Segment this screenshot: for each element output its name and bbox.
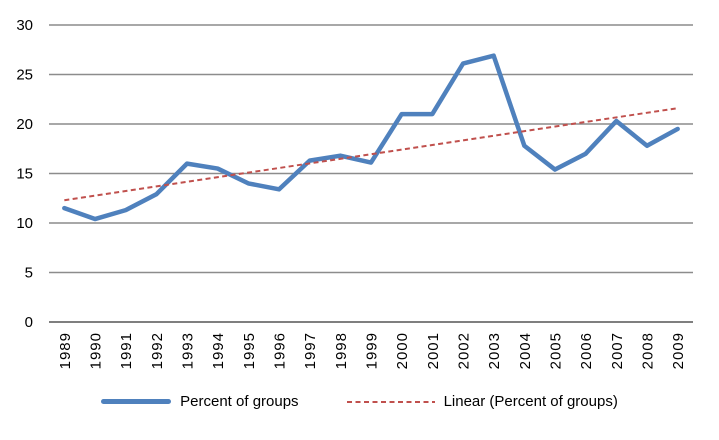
y-axis-tick-label: 30 [16,17,33,34]
x-axis-tick-label: 1996 [272,332,289,369]
x-axis-tick-label: 1993 [180,332,197,369]
x-axis-tick-label: 1991 [118,332,135,369]
x-axis-tick-label: 2009 [670,332,687,369]
x-axis-tick-label: 2003 [486,332,503,369]
legend-dashed-line-sample [346,400,435,403]
x-axis-tick-label: 1992 [149,332,166,369]
legend-label-linear-trend: Linear (Percent of groups) [443,393,618,410]
legend-label-percent-of-groups: Percent of groups [180,393,299,410]
x-axis-tick-label: 2007 [609,332,626,369]
x-axis-tick-label: 1997 [302,332,319,369]
y-axis-tick-label: 15 [16,166,33,183]
x-axis-tick-label: 2006 [578,332,595,369]
trendline-linear [64,107,678,202]
series-line-percent-of-groups [62,53,680,222]
x-axis-tick-label: 2000 [394,332,411,369]
y-axis-tick-label: 10 [16,215,33,232]
y-axis-tick-label: 20 [16,116,33,133]
x-axis-tick-label: 1998 [333,332,350,369]
chart-plot-area: 0 5 10 15 20 25 30 1989 1990 1991 1992 1993 1994 1995… [16,17,693,369]
x-axis-tick-label: 2004 [517,332,534,369]
x-axis-tick-label: 2008 [640,332,657,369]
x-axis-tick-label: 1989 [57,332,74,369]
legend: Percent of groups Linear (Percent of gro… [0,393,719,410]
legend-item-linear-trend: Linear (Percent of groups) [346,393,618,410]
x-axis-tick-label: 2002 [456,332,473,369]
x-axis-tick-label: 2005 [548,332,565,369]
y-axis-tick-label: 0 [25,314,33,331]
legend-solid-line-sample [101,398,172,405]
x-axis-tick-label: 1995 [241,332,258,369]
legend-item-percent-of-groups: Percent of groups [101,393,299,410]
x-axis-tick-label: 1994 [210,332,227,369]
x-axis-tick-label: 2001 [425,332,442,369]
y-axis-tick-label: 5 [25,265,33,282]
x-axis-tick-label: 1999 [364,332,381,369]
y-axis-tick-label: 25 [16,67,33,84]
x-axis-tick-label: 1990 [88,332,105,369]
